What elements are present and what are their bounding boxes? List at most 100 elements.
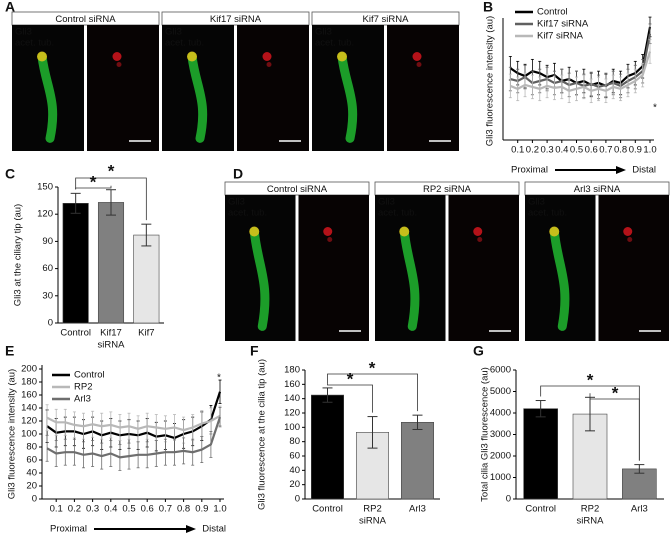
y-tick-label: 140: [21, 403, 37, 414]
direction-arrowhead: [186, 525, 196, 533]
bar: [310, 394, 344, 500]
significance: *: [108, 161, 115, 180]
channel-label: acet. tub.: [228, 208, 267, 219]
image-title: Kif7 siRNA: [363, 14, 410, 25]
y-axis-label: Gli3 fluorescence intensity (au): [485, 16, 496, 146]
channel-label: acet. tub.: [528, 208, 567, 219]
x-start-label: Proximal: [511, 165, 548, 176]
channel-label: Gli3: [528, 197, 545, 208]
panel-letter: E: [5, 343, 14, 359]
y-tick-label: 160: [21, 390, 37, 401]
significance-bracket: [327, 373, 418, 412]
channel-label: Gli3: [165, 27, 182, 38]
x-tick-label: 0.8: [614, 145, 627, 156]
x-end-label: Distal: [202, 524, 226, 535]
y-tick-label: 80: [289, 436, 300, 447]
x-tick-label: 0.7: [159, 504, 172, 515]
panel-letter: G: [473, 343, 484, 359]
x-tick-label: Control: [60, 328, 91, 339]
y-tick-label: 0: [506, 494, 511, 505]
image-title: Control siRNA: [267, 184, 328, 195]
gli3-spot: [262, 52, 272, 61]
y-tick-label: 200: [21, 364, 37, 375]
cilium: [187, 52, 208, 143]
y-axis-label: Gli3 fluorescence at the cilia tip (au): [257, 359, 268, 510]
significance: *: [90, 172, 97, 191]
x-axis-label: siRNA: [359, 516, 387, 527]
y-tick-label: 90: [42, 236, 53, 247]
cilium-tip: [37, 51, 47, 62]
cilium: [337, 52, 358, 143]
y-tick-label: 160: [284, 379, 300, 390]
legend-label: RP2: [74, 382, 92, 393]
channel-label: Gli3: [378, 197, 395, 208]
bar: [133, 234, 160, 324]
image-header: [374, 181, 520, 196]
x-tick-label: 1.0: [643, 145, 656, 156]
direction-arrowhead: [616, 166, 626, 174]
x-tick-label: Kif7: [138, 328, 154, 339]
gli3-image: [237, 25, 309, 151]
series-line: [46, 414, 221, 432]
significance: *: [587, 370, 594, 389]
series-line: [509, 51, 652, 93]
significance-bracket: [589, 393, 640, 461]
x-tick-label: 0.6: [141, 504, 154, 515]
bar: [62, 203, 89, 324]
y-tick-label: 80: [26, 442, 37, 453]
y-tick-label: 120: [21, 416, 37, 427]
image-header: [311, 11, 460, 26]
y-axis-label: Gli3 fluorescence intensity (au): [7, 369, 18, 499]
x-tick-label: 0.9: [195, 504, 208, 515]
series-line: [46, 391, 222, 440]
cilium: [549, 227, 570, 331]
y-tick-label: 4000: [490, 408, 511, 419]
x-tick-label: Kif17: [100, 328, 122, 339]
y-tick-label: 60: [26, 455, 37, 466]
image-title: Arl3 siRNA: [574, 184, 621, 195]
x-tick-label: 0.5: [570, 145, 583, 156]
x-tick-label: 0.2: [526, 145, 539, 156]
panel-letter: D: [233, 166, 243, 182]
gli3-image: [598, 195, 669, 341]
panel-letter: F: [250, 343, 259, 359]
image-header: [161, 11, 310, 26]
image-title: Control siRNA: [55, 14, 116, 25]
y-tick-label: 6000: [490, 365, 511, 376]
x-start-label: Proximal: [50, 524, 87, 535]
y-axis-label: Gli3 at the ciliary tip (au): [13, 204, 24, 306]
y-tick-label: 60: [289, 451, 300, 462]
significance-bracket: [75, 177, 147, 221]
y-tick-label: 120: [284, 408, 300, 419]
y-tick-label: 1000: [490, 472, 511, 483]
x-tick-label: RP2: [581, 504, 599, 515]
cilium-tip: [337, 51, 347, 62]
x-tick-label: 1.0: [213, 504, 226, 515]
series-line: [510, 33, 652, 89]
panel-letter: A: [5, 0, 15, 15]
y-tick-label: 180: [21, 377, 37, 388]
bar: [523, 408, 558, 500]
y-tick-label: 30: [42, 290, 53, 301]
cilium: [249, 227, 270, 331]
y-tick-label: 180: [284, 365, 300, 376]
channel-label: Gli3: [228, 197, 245, 208]
y-axis-label: Total cilia Gli3 fluorescence (au): [480, 367, 491, 502]
gli3-spot: [116, 62, 122, 67]
x-tick-label: Control: [525, 504, 556, 515]
gli3-spot: [477, 237, 483, 242]
x-axis-label: siRNA: [577, 516, 605, 527]
bar: [97, 202, 125, 324]
y-tick-label: 100: [284, 422, 300, 433]
bar: [622, 468, 657, 500]
y-tick-label: 120: [37, 209, 53, 220]
x-tick-label: Arl3: [409, 504, 426, 515]
significance-bracket: [327, 383, 373, 413]
series-line: [46, 416, 222, 459]
y-tick-label: 20: [26, 481, 37, 492]
x-tick-label: 0.8: [177, 504, 190, 515]
cilium: [37, 52, 58, 143]
image-header: [524, 181, 670, 196]
gli3-spot: [416, 62, 422, 67]
